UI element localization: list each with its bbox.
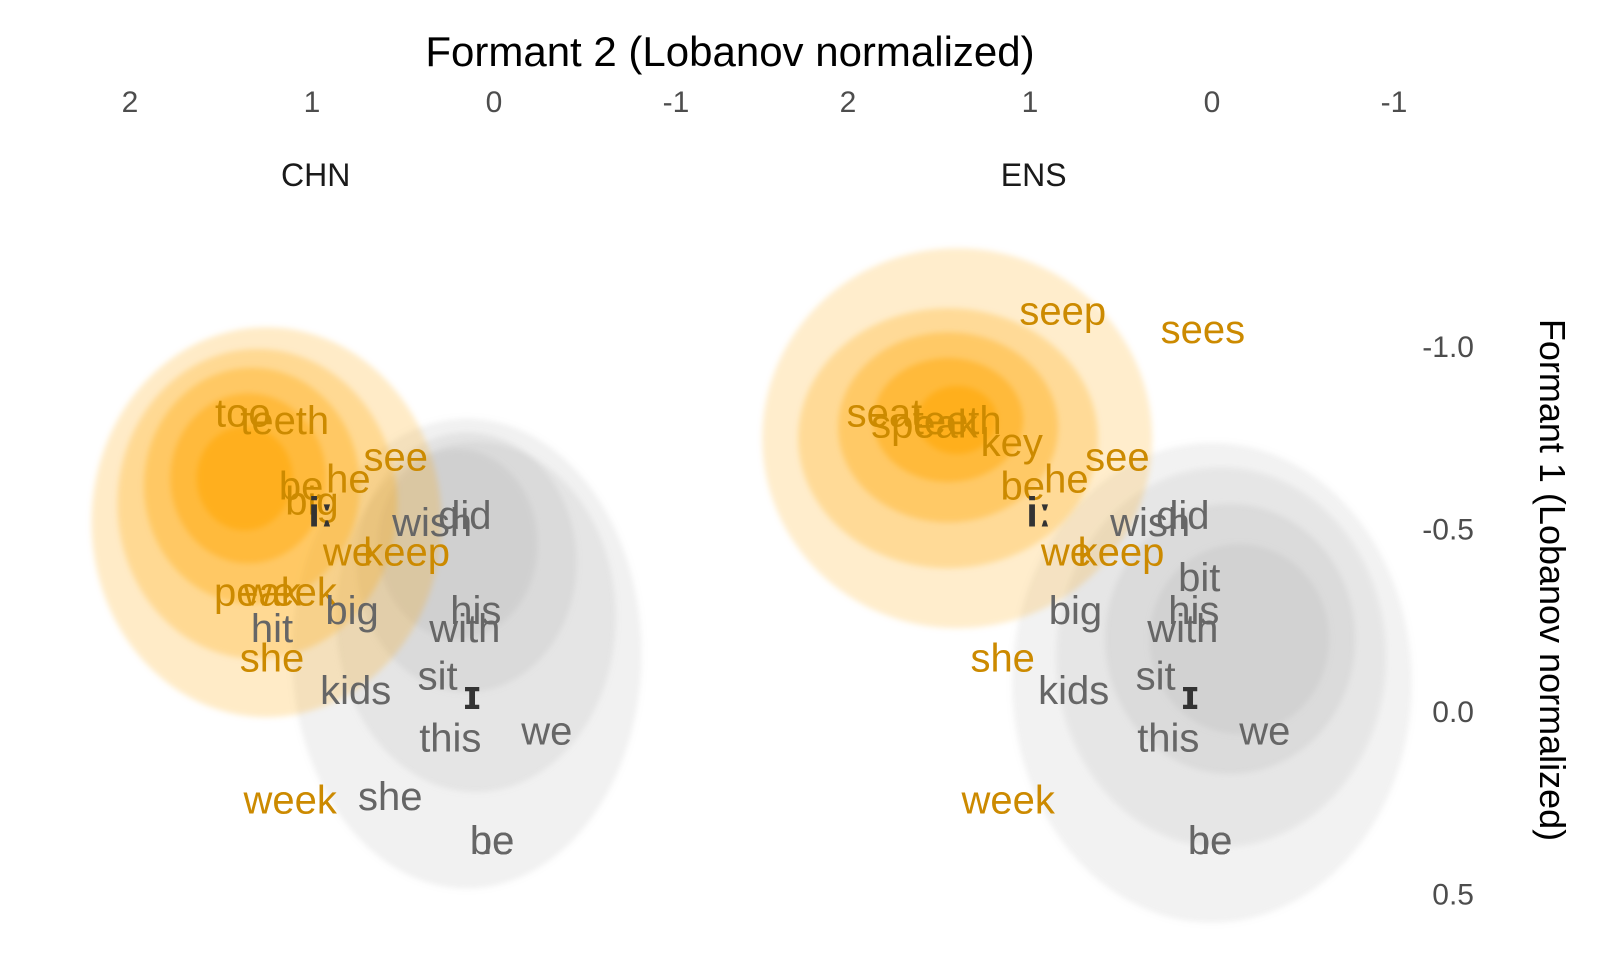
word-label: wish: [1109, 501, 1190, 545]
word-label: his: [450, 589, 501, 633]
word-label: this: [419, 717, 481, 761]
density-contour: [196, 426, 293, 531]
word-label: week: [960, 779, 1055, 823]
x-tick-label: 2: [840, 86, 857, 119]
x-axis-title: Formant 2 (Lobanov normalized): [425, 28, 1034, 75]
word-label: speak: [871, 403, 979, 447]
word-label: with: [428, 607, 500, 651]
y-axis-ticks: -1.0 -0.5 0.0 0.5: [1422, 331, 1474, 912]
word-label: hit: [251, 607, 293, 651]
word-label: see: [1085, 436, 1150, 480]
word-label: did: [1156, 494, 1209, 538]
x-tick-label: -1: [1381, 86, 1408, 119]
word-label: we: [1238, 709, 1290, 753]
vowel-centroid-label: iː: [1026, 488, 1052, 535]
x-tick-label: -1: [663, 86, 690, 119]
x-tick-label: 1: [1022, 86, 1039, 119]
y-tick-label: 0.5: [1432, 879, 1474, 912]
word-label: we: [322, 530, 374, 574]
word-label: she: [358, 775, 423, 819]
word-label: peak: [214, 571, 302, 615]
x-tick-label: 2: [122, 86, 139, 119]
word-label: sit: [418, 655, 458, 699]
word-label: we: [1040, 530, 1092, 574]
vowel-centroid-label: ɪ: [1182, 671, 1199, 718]
word-label: sit: [1136, 655, 1176, 699]
word-label: key: [981, 421, 1043, 465]
word-label: he: [470, 819, 515, 863]
word-label: teeth: [240, 399, 329, 443]
word-label: this: [1137, 717, 1199, 761]
word-label: she: [240, 636, 305, 680]
word-label: too: [215, 392, 271, 436]
word-label: did: [438, 494, 491, 538]
word-label: big: [1049, 589, 1102, 633]
x-tick-label: 0: [1204, 86, 1221, 119]
density-contour: [917, 386, 998, 454]
word-label: teeth: [913, 399, 1002, 443]
y-tick-label: -1.0: [1422, 331, 1474, 364]
y-tick-label: -0.5: [1422, 514, 1474, 547]
facet-label: ENS: [1001, 157, 1067, 193]
y-axis-title: Formant 1 (Lobanov normalized): [1532, 319, 1573, 841]
y-tick-label: 0.0: [1432, 696, 1474, 729]
x-tick-label: 1: [304, 86, 321, 119]
word-label: be: [1188, 819, 1233, 863]
word-label: she: [970, 636, 1035, 680]
word-label: seat: [847, 392, 923, 436]
word-label: week: [242, 779, 337, 823]
word-label: seep: [1019, 290, 1106, 334]
word-label: we: [520, 709, 572, 753]
x-tick-label: 0: [486, 86, 503, 119]
facet-label: CHN: [281, 157, 350, 193]
word-label: be: [279, 465, 324, 509]
word-label: keep: [1078, 530, 1165, 574]
word-label: he: [1188, 819, 1233, 863]
vowel-centroid-label: iː: [308, 488, 334, 535]
word-label: bit: [1178, 556, 1220, 600]
word-label: see: [363, 436, 428, 480]
density-contour: [1149, 544, 1330, 734]
word-label: sees: [1161, 308, 1246, 352]
word-label: keep: [363, 530, 450, 574]
word-label: be: [1000, 465, 1045, 509]
word-label: kids: [1038, 669, 1109, 713]
word-label: he: [326, 457, 371, 501]
word-label: with: [1146, 607, 1218, 651]
word-label: week: [242, 571, 337, 615]
word-label: big: [285, 479, 338, 523]
word-label: kids: [320, 669, 391, 713]
word-label: big: [325, 589, 378, 633]
word-label: be: [470, 819, 515, 863]
word-label: he: [1044, 457, 1089, 501]
word-label: wish: [391, 501, 472, 545]
word-label: his: [1168, 589, 1219, 633]
vowel-centroid-label: ɪ: [464, 671, 481, 718]
